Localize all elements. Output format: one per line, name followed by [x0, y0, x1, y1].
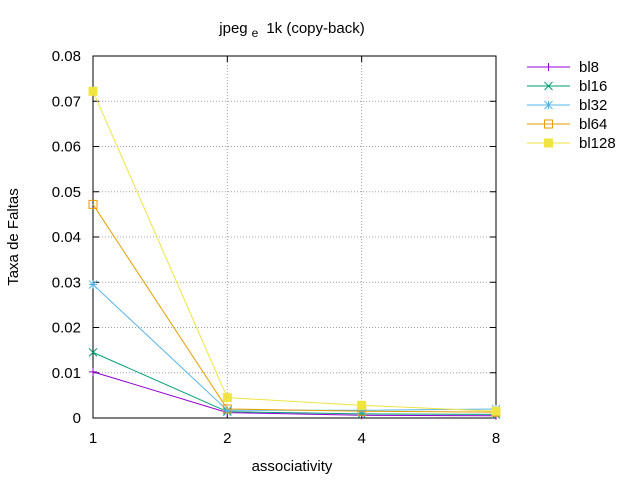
series-line-bl8	[92, 371, 497, 417]
legend-item-bl8: bl8	[527, 59, 599, 76]
series-line-bl128	[92, 91, 497, 412]
y-tick-label: 0.07	[52, 93, 81, 110]
marker-shape	[357, 400, 367, 410]
series-bl64	[88, 199, 501, 417]
data-point-bl64	[88, 199, 98, 209]
legend-item-bl128: bl128	[527, 135, 616, 152]
marker-stroke	[89, 367, 97, 376]
y-tick-label: 0.08	[52, 48, 81, 65]
legend-label: bl8	[579, 59, 599, 76]
series-bl128	[88, 86, 501, 416]
y-tick-label: 0.05	[52, 184, 81, 201]
marker-stroke	[88, 280, 98, 289]
y-tick-label: 0.02	[52, 320, 81, 337]
y-tick-label: 0.06	[52, 139, 81, 156]
data-point-bl8	[89, 367, 97, 376]
chart-title-subscript: e	[252, 26, 259, 40]
marker-shape	[88, 86, 98, 96]
series-line-bl32	[92, 284, 497, 411]
x-tick-label: 2	[223, 430, 231, 447]
marker-stroke	[88, 348, 98, 357]
legend-item-bl64: bl64	[527, 116, 607, 133]
y-axis: 0 0.01 0.02 0.03 0.04 0.05 0.06 0.07 0.08	[52, 48, 496, 427]
marker-shape	[491, 406, 501, 416]
marker-stroke	[357, 405, 367, 415]
legend-marker	[544, 81, 553, 91]
data-point-bl32	[88, 280, 98, 289]
legend-item-bl32: bl32	[527, 97, 607, 114]
data-point-bl16	[88, 348, 98, 357]
series-layer	[88, 86, 501, 420]
chart-title-main: jpeg	[218, 20, 247, 37]
legend-label: bl32	[579, 97, 607, 114]
series-line-bl16	[92, 351, 497, 415]
legend-marker	[544, 138, 553, 148]
data-point-bl32	[222, 405, 232, 415]
data-point-bl128	[222, 393, 232, 403]
y-tick-label: 0	[73, 410, 81, 427]
legend-marker	[544, 63, 553, 71]
x-tick-label: 1	[89, 430, 97, 447]
x-axis: 1 2 4 8	[89, 56, 500, 447]
y-tick-label: 0.03	[52, 274, 81, 291]
x-tick-label: 8	[492, 430, 500, 447]
series-bl16	[88, 348, 501, 419]
legend-marker	[544, 119, 553, 129]
data-point-bl128	[491, 406, 501, 416]
legend: bl8 bl16 bl32 bl64 bl128	[527, 59, 616, 152]
series-bl32	[88, 280, 501, 415]
x-tick-label: 4	[357, 430, 365, 447]
legend-label: bl16	[579, 78, 607, 95]
data-point-bl128	[357, 400, 367, 410]
data-point-bl128	[88, 86, 98, 96]
chart-title: jpeg e 1k (copy-back)	[218, 20, 364, 40]
marker-stroke	[544, 63, 553, 71]
legend-label: bl128	[579, 135, 616, 152]
marker-shape	[544, 119, 553, 129]
marker-stroke	[222, 405, 232, 415]
marker-shape	[222, 393, 232, 403]
marker-stroke	[544, 81, 553, 91]
marker-shape	[88, 199, 98, 209]
y-tick-label: 0.04	[52, 229, 81, 246]
legend-item-bl16: bl16	[527, 78, 607, 95]
marker-shape	[544, 138, 553, 148]
marker-stroke	[544, 100, 553, 110]
y-axis-label: Taxa de Faltas	[5, 188, 22, 286]
data-point-bl64	[222, 404, 232, 414]
series-line-bl64	[92, 204, 497, 413]
data-point-bl32	[357, 405, 367, 415]
legend-marker	[544, 100, 553, 110]
y-tick-label: 0.01	[52, 365, 81, 382]
marker-shape	[222, 404, 232, 414]
chart-title-rest: 1k (copy-back)	[266, 20, 364, 37]
legend-label: bl64	[579, 116, 607, 133]
grid-lines	[93, 56, 496, 418]
x-axis-label: associativity	[252, 458, 333, 475]
